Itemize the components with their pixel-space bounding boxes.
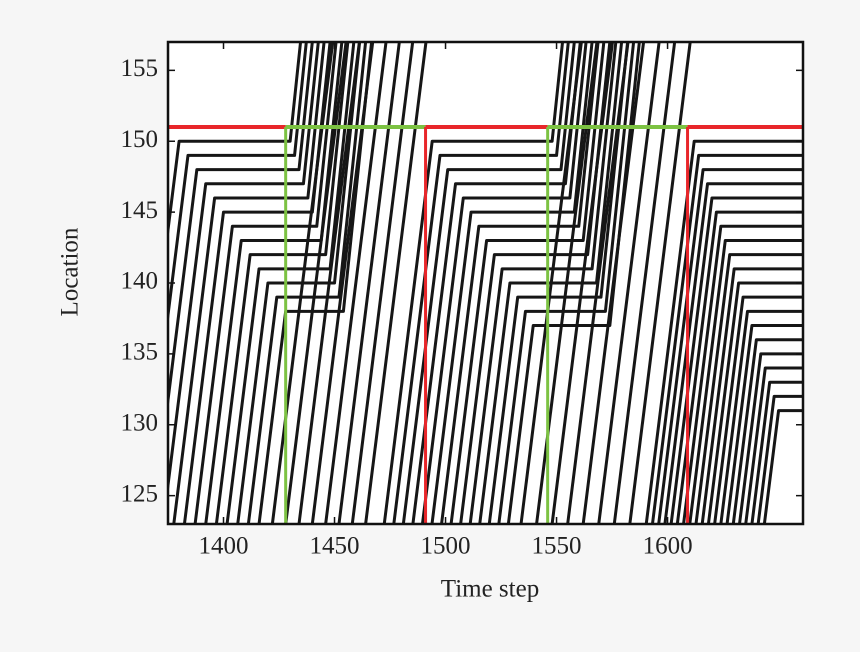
vehicle-trajectory [225,42,356,524]
vehicle-trajectory [597,42,661,524]
y-tick-label: 155 [121,55,159,82]
vehicle-trajectory [392,42,570,524]
vehicle-trajectory [497,42,636,524]
vehicle-trajectory [694,253,803,524]
vehicle-trajectory [550,42,614,524]
x-tick-label: 1500 [421,533,471,560]
y-axis-label: Location [57,227,84,316]
vehicle-trajectory [669,196,803,524]
y-tick-label: 135 [121,339,159,366]
vehicle-trajectory [350,42,415,524]
vehicle-trajectory [168,42,308,327]
vehicle-trajectory [706,281,803,524]
vehicle-trajectory [284,42,348,524]
vehicle-trajectory [297,42,361,524]
vehicle-trajectory [566,42,630,524]
vehicle-trajectory [762,409,803,524]
vehicle-trajectory [675,210,803,524]
vehicle-trajectory [688,238,803,524]
vehicle-trajectory [700,267,803,524]
y-tick-label: 145 [121,197,159,224]
vehicle-trajectory [246,42,368,524]
vehicle-trajectory [713,295,803,524]
y-tick-label: 140 [121,268,159,295]
x-tick-label: 1550 [532,533,582,560]
vehicle-trajectory [168,42,314,413]
vehicle-trajectory [663,182,803,524]
plot-marks [168,42,803,524]
vehicle-trajectory [270,42,335,524]
vehicle-trajectory [257,42,374,524]
vehicle-trajectory [682,224,803,524]
y-tick-label: 125 [121,480,159,507]
x-tick-label: 1600 [643,533,693,560]
vehicle-trajectory [193,42,338,524]
vehicle-trajectory [420,42,588,524]
vehicle-trajectory [657,168,803,524]
vehicle-trajectory [440,42,600,524]
vehicle-trajectory [337,42,401,524]
vehicle-trajectory [750,380,803,524]
vehicle-trajectory [731,338,803,524]
vehicle-trajectory [449,42,606,524]
x-tick-label: 1450 [310,533,360,560]
vehicle-trajectory [382,42,565,524]
vehicle-trajectory [168,42,303,242]
vehicle-trajectory [725,324,803,524]
vehicle-trajectory [478,42,624,524]
vehicle-trajectory [744,366,803,524]
vehicle-trajectory [719,309,803,524]
vehicle-trajectory [581,42,646,524]
vehicle-trajectory [650,153,803,524]
x-tick-label: 1400 [199,533,249,560]
vehicle-trajectory [519,42,583,524]
vehicle-trajectory [168,42,320,498]
vehicle-trajectory [214,42,350,524]
vehicle-trajectory [310,42,375,524]
y-tick-label: 130 [121,409,159,436]
vehicle-trajectory [644,139,803,524]
vehicle-trajectory [172,42,326,524]
vehicle-trajectory [738,352,803,524]
vehicle-trajectory [756,394,803,524]
vehicle-trajectory [612,42,677,524]
vehicle-trajectory [324,42,388,524]
vehicle-trajectory [204,42,344,524]
y-tick-label: 150 [121,126,159,153]
x-axis-label: Time step [441,576,539,603]
vehicle-trajectory [364,42,428,524]
vehicle-trajectory [628,42,692,524]
vehicle-trajectory [487,42,630,524]
